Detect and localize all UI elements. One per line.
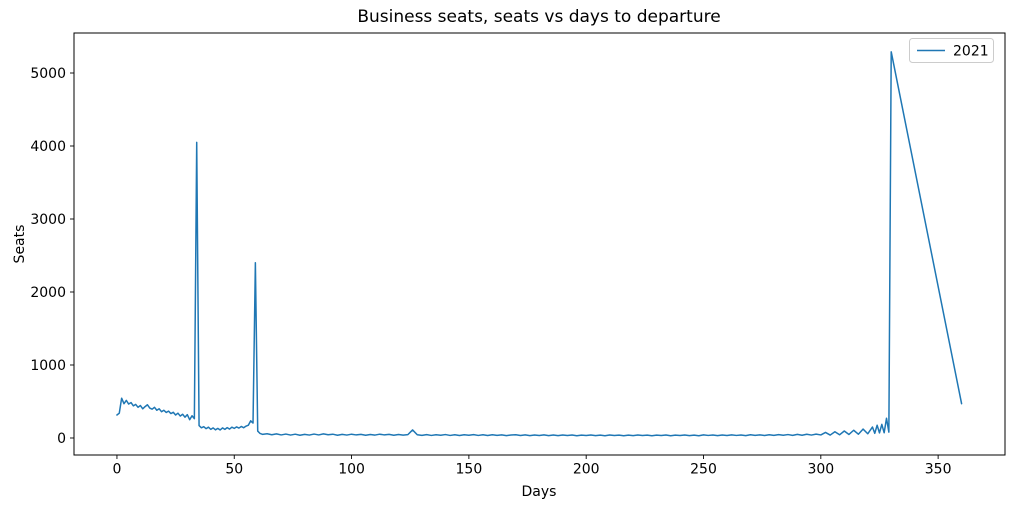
x-tick-label: 200 bbox=[573, 462, 600, 478]
plot-area-border bbox=[73, 32, 1006, 456]
data-series bbox=[116, 51, 963, 437]
y-tick-label: 4000 bbox=[30, 139, 66, 155]
x-tick-label: 0 bbox=[112, 462, 121, 478]
legend-box bbox=[909, 38, 994, 63]
x-tick-label: 300 bbox=[807, 462, 834, 478]
y-tick-label: 1000 bbox=[30, 358, 66, 374]
y-tick-label: 2000 bbox=[30, 285, 66, 301]
legend: 2021 bbox=[909, 38, 994, 63]
legend-label: 2021 bbox=[953, 44, 989, 60]
line-series-2021 bbox=[116, 51, 963, 437]
x-axis-label: Days bbox=[522, 484, 557, 500]
x-tick-label: 350 bbox=[925, 462, 952, 478]
axis-ticks: 0 50 100 150 200 250 300 350 0 1000 2000 3000 4000 50… bbox=[30, 66, 951, 478]
y-tick-label: 0 bbox=[57, 431, 66, 447]
x-tick-label: 100 bbox=[338, 462, 365, 478]
x-tick-label: 150 bbox=[456, 462, 483, 478]
x-tick-label: 250 bbox=[690, 462, 717, 478]
y-tick-label: 3000 bbox=[30, 212, 66, 228]
y-axis-label: Seats bbox=[12, 225, 28, 264]
y-tick-label: 5000 bbox=[30, 66, 66, 82]
x-tick-label: 50 bbox=[225, 462, 243, 478]
chart-title: Business seats, seats vs days to departu… bbox=[357, 7, 720, 27]
